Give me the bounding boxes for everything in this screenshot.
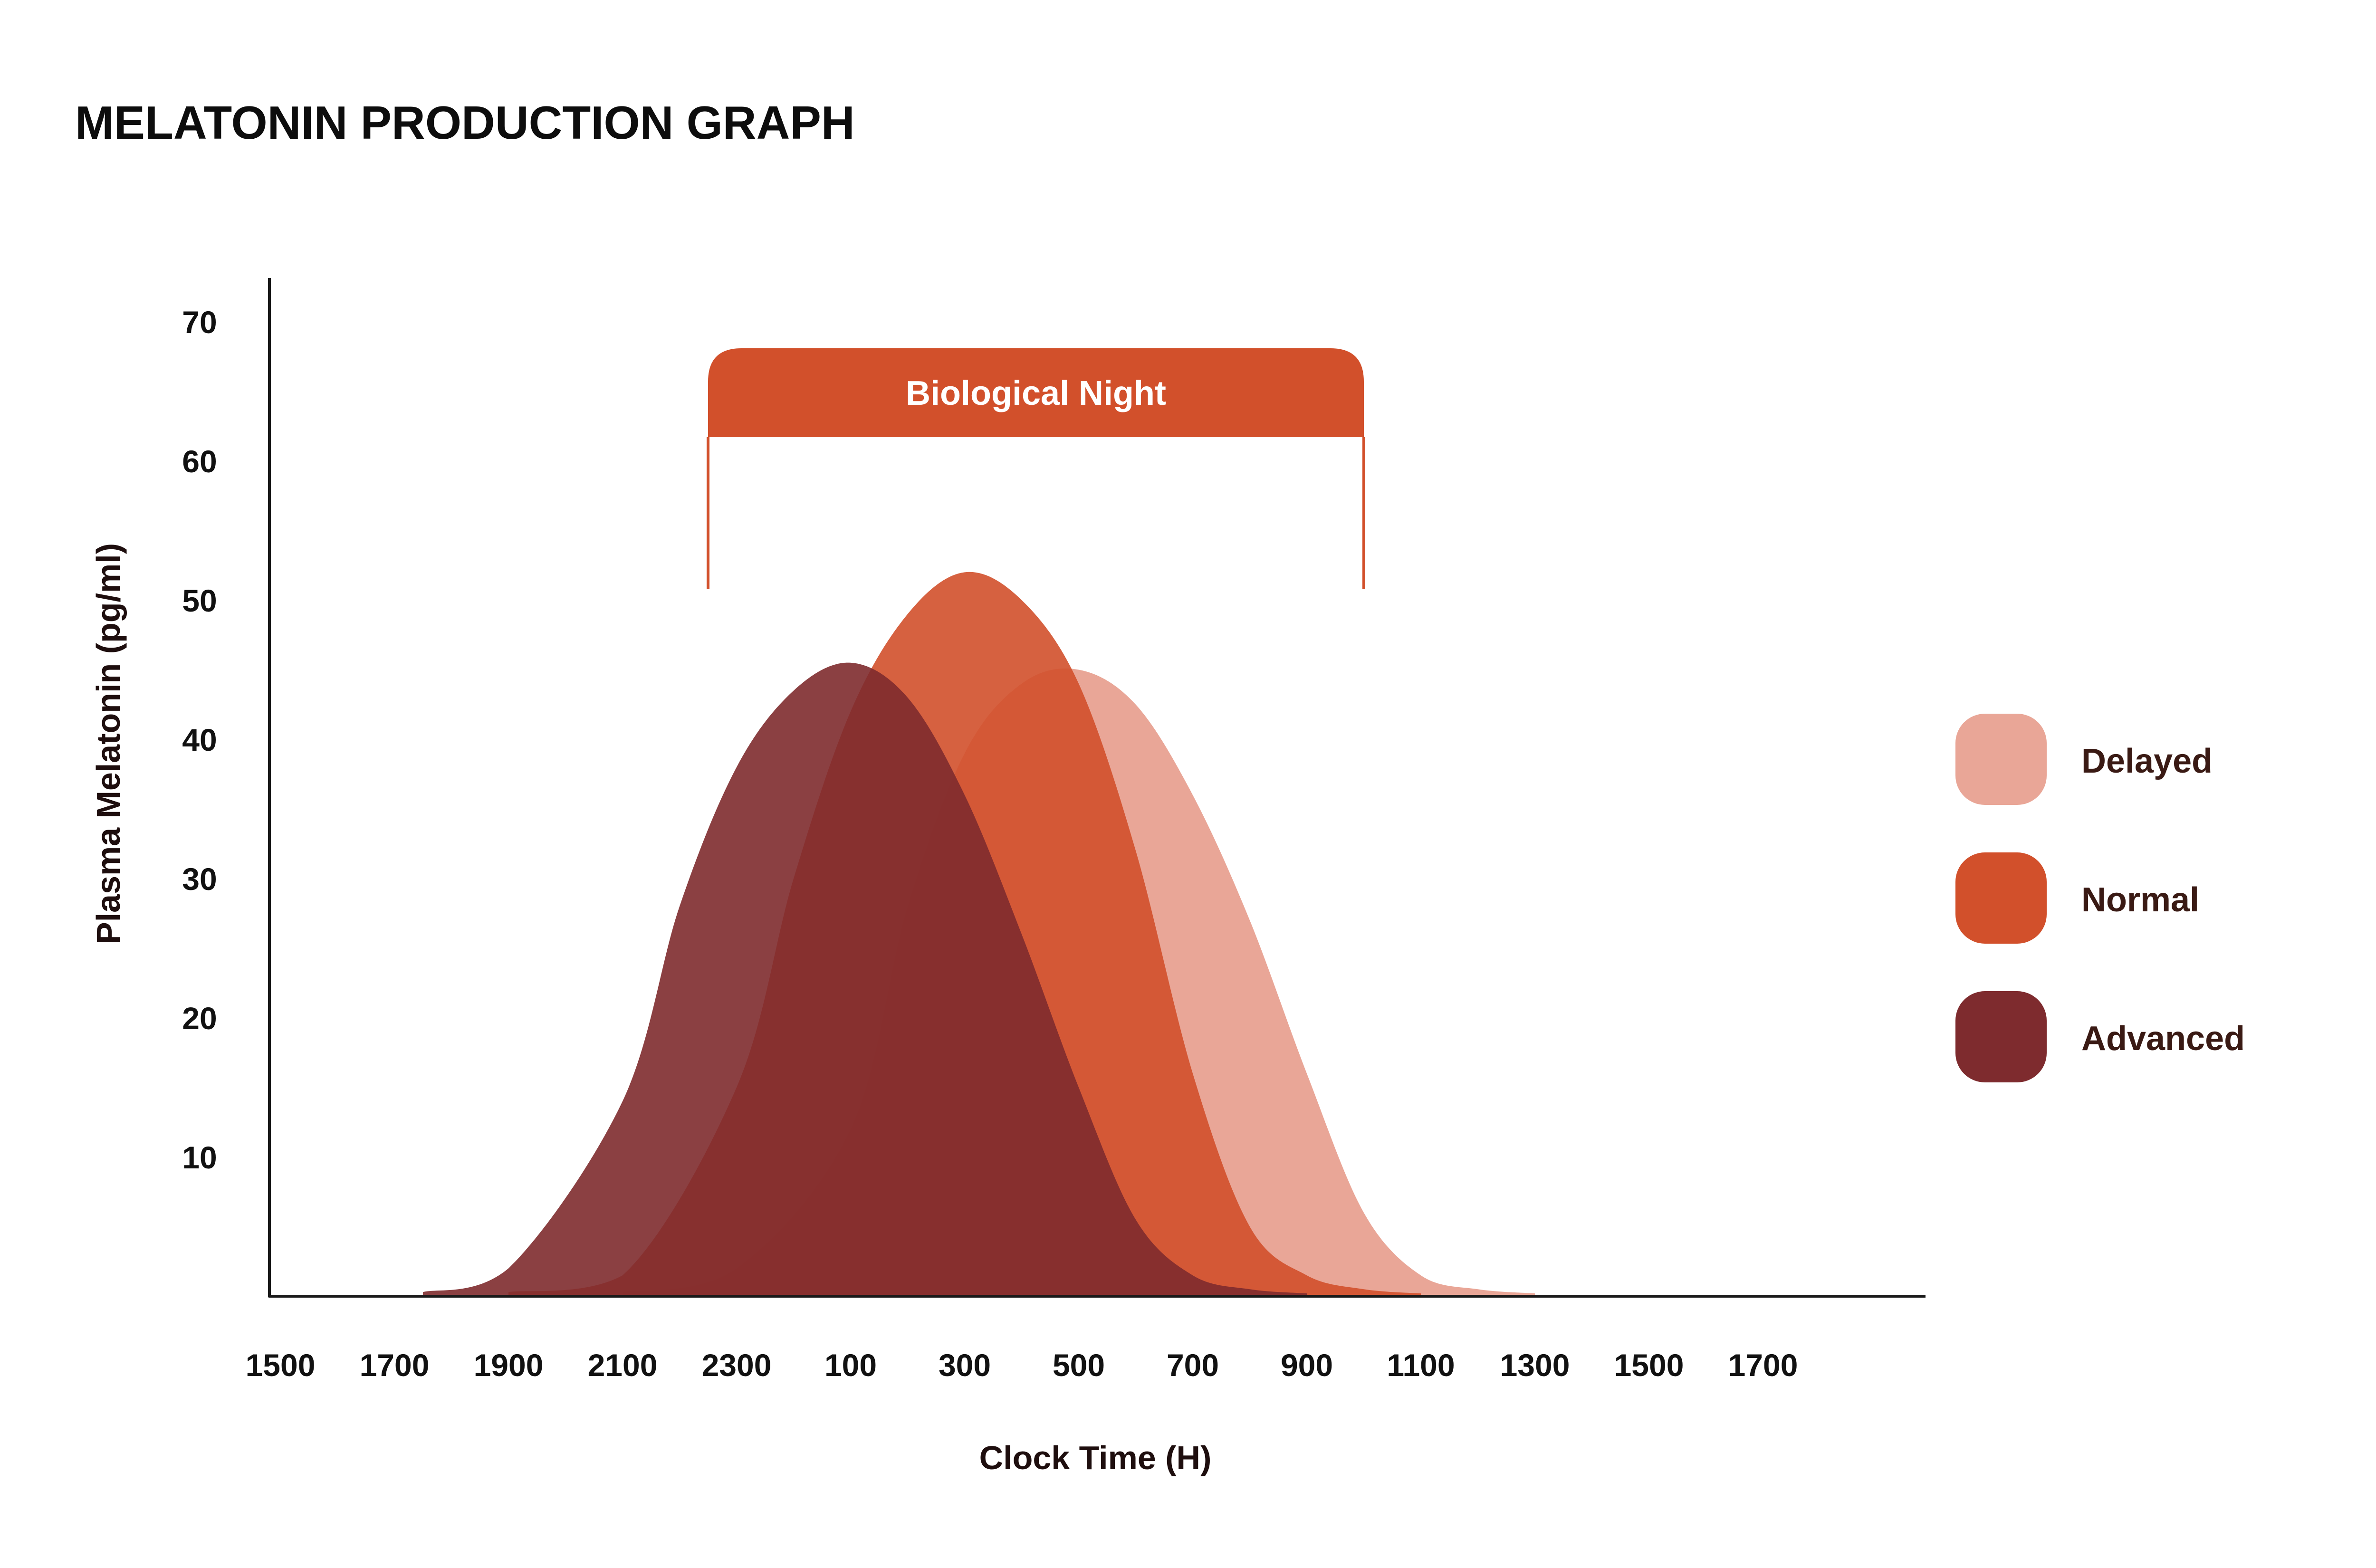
legend-label-delayed: Delayed bbox=[2081, 742, 2213, 780]
legend-label-normal: Normal bbox=[2081, 881, 2199, 919]
biological-night-bar bbox=[708, 348, 1364, 437]
x-tick-label: 2300 bbox=[702, 1348, 772, 1383]
x-tick-label: 1900 bbox=[474, 1348, 544, 1383]
y-tick-label: 20 bbox=[182, 1001, 217, 1036]
legend: Delayed Normal Advanced bbox=[1955, 714, 2245, 1082]
legend-swatch-delayed bbox=[1955, 714, 2047, 805]
x-tick-label: 900 bbox=[1281, 1348, 1333, 1383]
chart-axes bbox=[268, 278, 1926, 1298]
x-axis-label: Clock Time (H) bbox=[979, 1439, 1212, 1476]
y-tick-label: 40 bbox=[182, 722, 217, 757]
legend-swatch-advanced bbox=[1955, 991, 2047, 1082]
x-tick-label: 100 bbox=[824, 1348, 877, 1383]
y-tick-label: 10 bbox=[182, 1140, 217, 1175]
biological-night-label: Biological Night bbox=[906, 374, 1166, 412]
y-tick-label: 60 bbox=[182, 444, 217, 479]
x-tick-label: 2100 bbox=[588, 1348, 658, 1383]
x-tick-labels: 1500 1700 1900 2100 2300 100 300 500 700 900 1100 1… bbox=[246, 1348, 1798, 1383]
legend-label-advanced: Advanced bbox=[2081, 1020, 2245, 1058]
x-tick-label: 700 bbox=[1167, 1348, 1219, 1383]
legend-swatch-normal bbox=[1955, 852, 2047, 944]
x-tick-label: 1500 bbox=[246, 1348, 316, 1383]
x-tick-label: 1500 bbox=[1614, 1348, 1684, 1383]
x-tick-label: 1300 bbox=[1500, 1348, 1570, 1383]
x-tick-label: 1100 bbox=[1387, 1348, 1455, 1383]
series-area-advanced bbox=[423, 662, 1307, 1296]
y-tick-label: 50 bbox=[182, 583, 217, 618]
biological-night-annotation: Biological Night bbox=[707, 348, 1365, 589]
x-tick-label: 1700 bbox=[1728, 1348, 1798, 1383]
y-tick-labels: 10 20 30 40 50 60 70 bbox=[182, 305, 217, 1175]
x-tick-label: 500 bbox=[1053, 1348, 1105, 1383]
x-tick-label: 1700 bbox=[360, 1348, 430, 1383]
y-axis-label: Plasma Melatonin (pg/ml) bbox=[90, 543, 127, 944]
x-tick-label: 300 bbox=[939, 1348, 991, 1383]
y-tick-label: 70 bbox=[182, 305, 217, 340]
series-areas bbox=[423, 572, 1535, 1296]
y-tick-label: 30 bbox=[182, 861, 217, 897]
chart-title: MELATONIN PRODUCTION GRAPH bbox=[75, 96, 855, 149]
